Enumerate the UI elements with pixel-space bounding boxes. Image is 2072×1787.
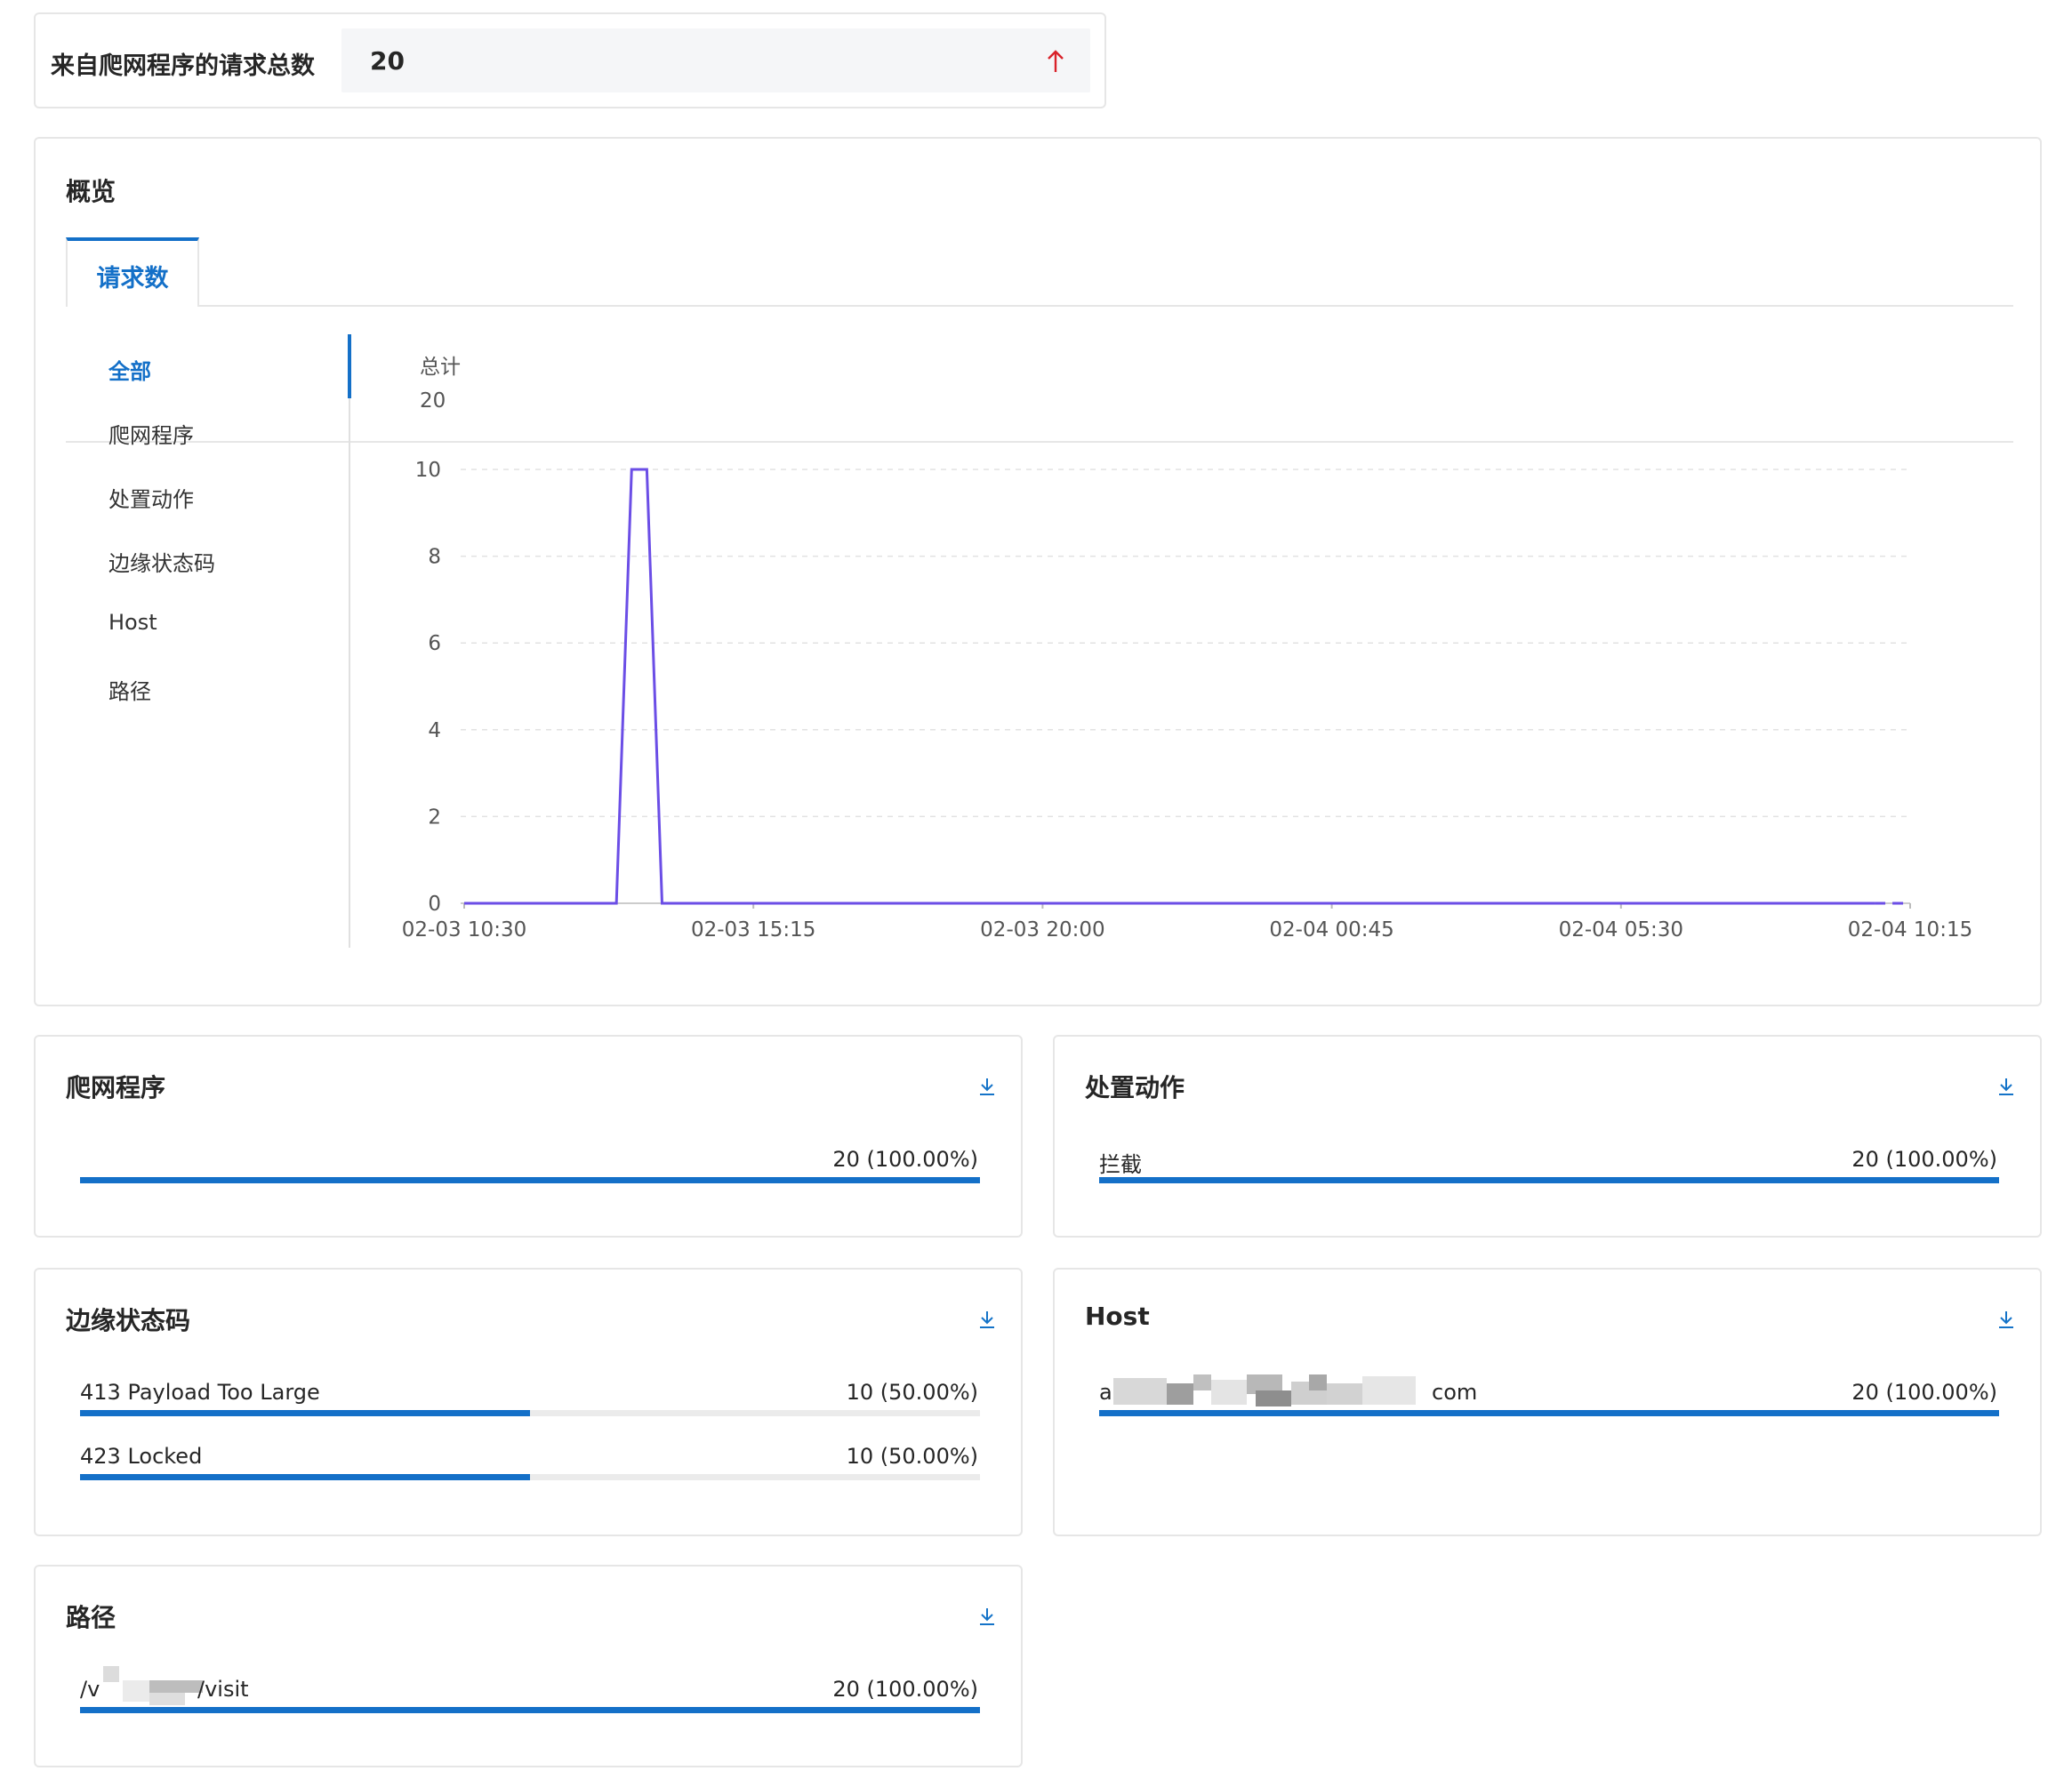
side-item-crawler[interactable]: 爬网程序 bbox=[108, 423, 194, 448]
chart-x-tick-label: 02-03 20:00 bbox=[980, 918, 1104, 942]
path-row-bar-fill bbox=[80, 1707, 980, 1713]
side-item-all[interactable]: 全部 bbox=[108, 359, 151, 384]
crawler-panel: 爬网程序 20 (100.00%) bbox=[34, 1035, 1023, 1238]
host-panel: Host a com 20 (100.00%) bbox=[1053, 1268, 2042, 1536]
side-menu-active-indicator bbox=[348, 334, 351, 398]
host-row-bar-fill bbox=[1099, 1410, 1999, 1416]
chart-y-tick-label: 0 bbox=[428, 893, 441, 916]
path-row-label-end: /visit bbox=[197, 1677, 249, 1702]
action-row-value: 20 (100.00%) bbox=[1851, 1147, 1997, 1172]
chart-x-tick-label: 02-03 15:15 bbox=[691, 918, 815, 942]
path-row-bar bbox=[80, 1707, 980, 1713]
arrow-up-icon bbox=[1044, 48, 1067, 75]
status-row-bar bbox=[80, 1410, 980, 1416]
download-icon[interactable] bbox=[1996, 1076, 2017, 1097]
side-item-action[interactable]: 处置动作 bbox=[108, 487, 194, 512]
action-row-bar bbox=[1099, 1177, 1999, 1183]
status-panel: 边缘状态码 413 Payload Too Large 10 (50.00%) … bbox=[34, 1268, 1023, 1536]
host-panel-title: Host bbox=[1085, 1302, 1150, 1331]
status-row-value: 10 (50.00%) bbox=[846, 1444, 978, 1469]
tab-requests-label: 请求数 bbox=[96, 265, 169, 292]
chart-series-label: 总计 bbox=[420, 356, 461, 379]
status-row-label: 413 Payload Too Large bbox=[80, 1380, 320, 1405]
chart-series-total: 20 bbox=[420, 389, 446, 413]
crawler-row-bar-fill bbox=[80, 1177, 980, 1183]
status-panel-title: 边缘状态码 bbox=[66, 1306, 191, 1335]
action-row-label: 拦截 bbox=[1099, 1152, 1142, 1177]
side-menu-divider bbox=[349, 334, 350, 948]
path-redacted-block bbox=[103, 1666, 210, 1705]
side-menu: 全部 爬网程序 处置动作 边缘状态码 Host 路径 bbox=[36, 334, 356, 957]
crawler-panel-title: 爬网程序 bbox=[66, 1073, 166, 1102]
action-panel: 处置动作 拦截 20 (100.00%) bbox=[1053, 1035, 2042, 1238]
tab-bar-bottom bbox=[199, 305, 2013, 307]
chart-x-tick-label: 02-04 00:45 bbox=[1269, 918, 1393, 942]
status-row-bar-fill bbox=[80, 1410, 530, 1416]
host-row-label-end: com bbox=[1432, 1380, 1478, 1405]
side-item-host[interactable]: Host bbox=[108, 610, 157, 635]
chart-x-tick-label: 02-03 10:30 bbox=[402, 918, 526, 942]
download-icon[interactable] bbox=[976, 1309, 998, 1330]
path-row-label-start: /v bbox=[80, 1677, 100, 1702]
overview-title: 概览 bbox=[66, 177, 116, 206]
path-panel-title: 路径 bbox=[66, 1603, 116, 1632]
summary-value: 20 bbox=[370, 46, 405, 76]
host-row-bar bbox=[1099, 1410, 1999, 1416]
chart-y-tick-label: 8 bbox=[428, 546, 441, 569]
status-row-bar-fill bbox=[80, 1474, 530, 1480]
chart-series-line bbox=[464, 468, 1875, 905]
status-row-value: 10 (50.00%) bbox=[846, 1380, 978, 1405]
summary-value-box: 20 bbox=[341, 28, 1090, 92]
chart-x-tick-label: 02-04 10:15 bbox=[1848, 918, 1972, 942]
side-item-status[interactable]: 边缘状态码 bbox=[108, 551, 215, 576]
path-panel: 路径 /v /visit 20 (100.00%) bbox=[34, 1565, 1023, 1767]
crawler-row-value: 20 (100.00%) bbox=[832, 1147, 978, 1172]
status-row-label: 423 Locked bbox=[80, 1444, 203, 1469]
tab-bar-line bbox=[66, 441, 2013, 443]
download-icon[interactable] bbox=[976, 1076, 998, 1097]
chart-y-tick-label: 10 bbox=[415, 459, 441, 482]
chart-y-tick-label: 4 bbox=[428, 719, 441, 742]
tab-requests[interactable]: 请求数 bbox=[66, 237, 199, 307]
action-panel-title: 处置动作 bbox=[1085, 1073, 1185, 1102]
chart-y-tick-label: 2 bbox=[428, 805, 441, 829]
chart-y-tick-label: 6 bbox=[428, 632, 441, 655]
host-row-label-start: a bbox=[1099, 1380, 1112, 1405]
action-row-bar-fill bbox=[1099, 1177, 1999, 1183]
download-icon[interactable] bbox=[1996, 1309, 2017, 1330]
summary-card: 来自爬网程序的请求总数 20 bbox=[34, 12, 1106, 108]
path-row-value: 20 (100.00%) bbox=[832, 1677, 978, 1702]
crawler-row-bar bbox=[80, 1177, 980, 1183]
tab-bar bbox=[66, 237, 2013, 444]
host-row-value: 20 (100.00%) bbox=[1851, 1380, 1997, 1405]
requests-line-chart: 总计 20 0 2 4 6 8 10 02-03 10:30 02-03 15:15 02-0… bbox=[402, 356, 1972, 942]
summary-label: 来自爬网程序的请求总数 bbox=[51, 52, 315, 80]
chart-x-tick-label: 02-04 05:30 bbox=[1559, 918, 1683, 942]
overview-card: 概览 请求数 全部 爬网程序 处置动作 边缘状态码 Host 路径 总计 20 … bbox=[34, 137, 2042, 1006]
status-row-bar bbox=[80, 1474, 980, 1480]
side-item-path[interactable]: 路径 bbox=[108, 679, 151, 704]
host-redacted-block bbox=[1113, 1374, 1432, 1408]
download-icon[interactable] bbox=[976, 1606, 998, 1627]
